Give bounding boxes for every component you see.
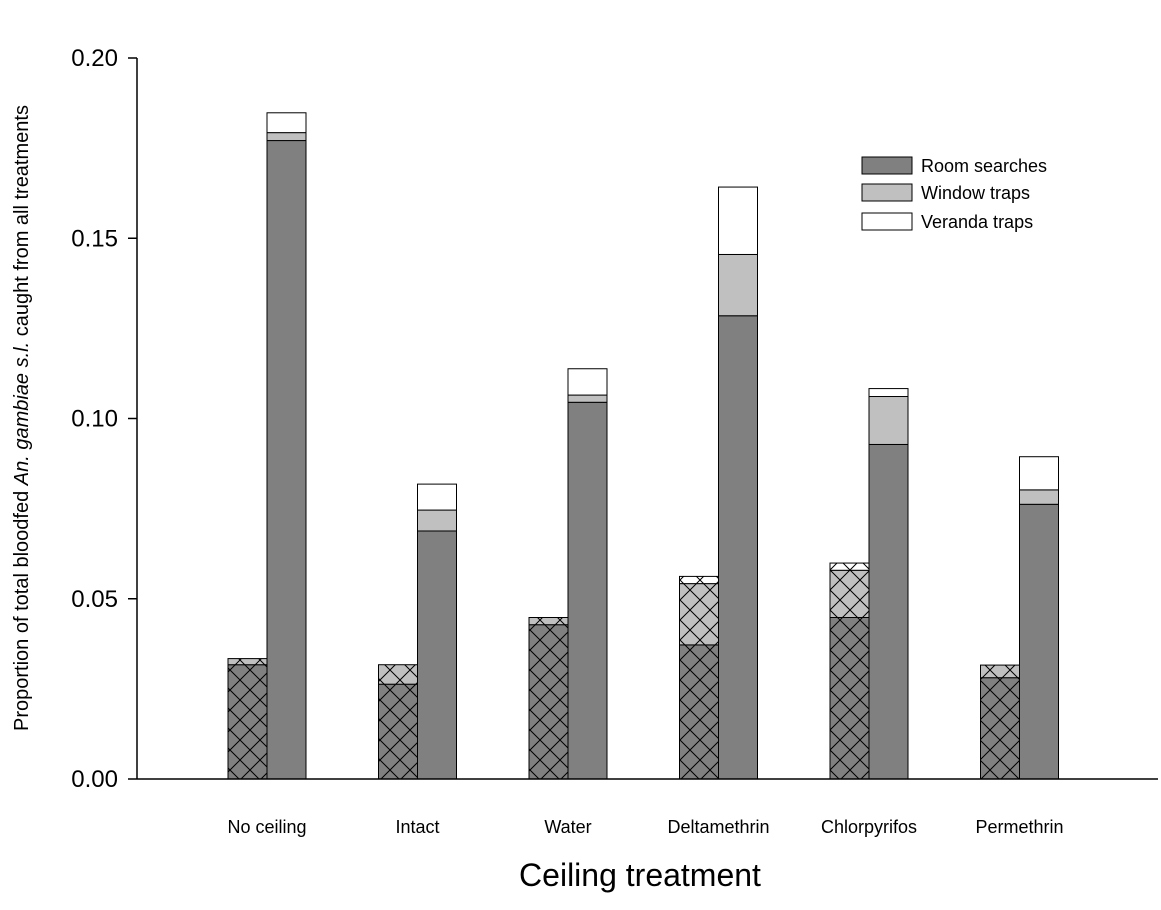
bar-segment-window-traps [528, 616, 569, 626]
bar-segment-room-searches [227, 664, 268, 780]
bars-layer [227, 112, 1059, 780]
bar-segment-room-searches [868, 443, 909, 780]
legend-label-window-traps: Window traps [921, 183, 1030, 203]
bar-segment-veranda-traps [1019, 456, 1059, 491]
x-category-label: Water [544, 817, 591, 837]
bar-segment-window-traps [266, 132, 307, 142]
y-axis-title-prefix: Proportion of total bloodfed [11, 485, 33, 731]
y-ticks: 0.00 0.05 0.10 0.15 0.20 [71, 45, 137, 793]
y-axis-title: Proportion of total bloodfed An. gambiae… [11, 105, 33, 731]
bar-segment-room-searches [679, 644, 719, 780]
x-axis-title: Ceiling treatment [519, 857, 761, 893]
x-category-label: Permethrin [975, 817, 1063, 837]
bar-segment-veranda-traps [266, 112, 307, 134]
bar-segment-room-searches [417, 530, 457, 780]
y-tick-label: 0.05 [71, 586, 118, 613]
bar-segment-veranda-traps [829, 562, 870, 571]
bar-segment-window-traps [679, 583, 719, 646]
x-category-label: Deltamethrin [667, 817, 769, 837]
legend-swatch-veranda-traps [861, 212, 913, 231]
bar-segment-window-traps [1019, 489, 1059, 505]
y-tick-label: 0.15 [71, 225, 118, 252]
bar-segment-room-searches [567, 401, 608, 780]
bar-segment-room-searches [829, 616, 870, 780]
bar-segment-room-searches [1019, 503, 1059, 780]
bar-segment-veranda-traps [718, 186, 758, 255]
x-category-labels: No ceiling Intact Water Deltamethrin Chlorpy… [227, 817, 1063, 837]
legend-label-room-searches: Room searches [921, 156, 1047, 176]
bar-segment-window-traps [567, 394, 608, 403]
legend-swatch-room-searches [861, 156, 913, 175]
bar-segment-window-traps [227, 658, 268, 666]
bar-segment-veranda-traps [567, 368, 608, 396]
y-tick-label: 0.00 [71, 766, 118, 793]
y-tick-label: 0.10 [71, 406, 118, 433]
bar-segment-window-traps [417, 509, 457, 532]
bar-segment-window-traps [829, 569, 870, 618]
x-category-label: Chlorpyrifos [821, 817, 917, 837]
x-category-label: Intact [395, 817, 439, 837]
y-axis-title-suffix: caught from all treatments [11, 105, 33, 342]
legend: Room searches Window traps Veranda traps [861, 156, 1047, 232]
legend-swatch-window-traps [861, 183, 913, 202]
bar-segment-veranda-traps [417, 483, 457, 511]
bar-segment-window-traps [718, 253, 758, 317]
legend-label-veranda-traps: Veranda traps [921, 212, 1033, 232]
bar-segment-room-searches [378, 683, 418, 780]
bar-segment-room-searches [980, 677, 1020, 780]
bar-segment-room-searches [528, 624, 569, 780]
bar-segment-window-traps [980, 664, 1020, 679]
bar-segment-room-searches [718, 315, 758, 780]
bar-segment-veranda-traps [868, 388, 909, 398]
x-category-label: No ceiling [227, 817, 306, 837]
y-axis-title-species: An. gambiae s.l. [11, 342, 33, 486]
bar-segment-veranda-traps [679, 575, 719, 585]
y-tick-label: 0.20 [71, 45, 118, 72]
bar-segment-window-traps [868, 396, 909, 445]
bar-segment-window-traps [378, 664, 418, 685]
bar-segment-room-searches [266, 140, 307, 780]
